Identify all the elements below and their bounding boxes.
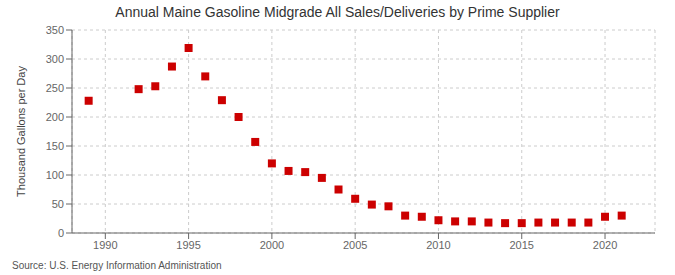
svg-text:Thousand Gallons per Day: Thousand Gallons per Day — [15, 66, 27, 197]
svg-text:1995: 1995 — [176, 239, 200, 251]
svg-text:300: 300 — [46, 53, 64, 65]
svg-text:200: 200 — [46, 111, 64, 123]
svg-text:50: 50 — [52, 198, 64, 210]
svg-text:1990: 1990 — [93, 239, 117, 251]
svg-text:350: 350 — [46, 24, 64, 36]
svg-text:2015: 2015 — [510, 239, 534, 251]
svg-text:2010: 2010 — [426, 239, 450, 251]
svg-text:150: 150 — [46, 140, 64, 152]
svg-text:2020: 2020 — [593, 239, 617, 251]
svg-text:2005: 2005 — [343, 239, 367, 251]
svg-text:100: 100 — [46, 169, 64, 181]
svg-text:0: 0 — [58, 227, 64, 239]
html-text:Annual Maine Gasoline Midgrade: Annual Maine Gasoline Midgrade All Sales… — [115, 4, 560, 20]
html-text:Source: U.S. Energy Informatio: Source: U.S. Energy Information Administ… — [12, 260, 222, 271]
svg-text:250: 250 — [46, 82, 64, 94]
svg-text:2000: 2000 — [260, 239, 284, 251]
